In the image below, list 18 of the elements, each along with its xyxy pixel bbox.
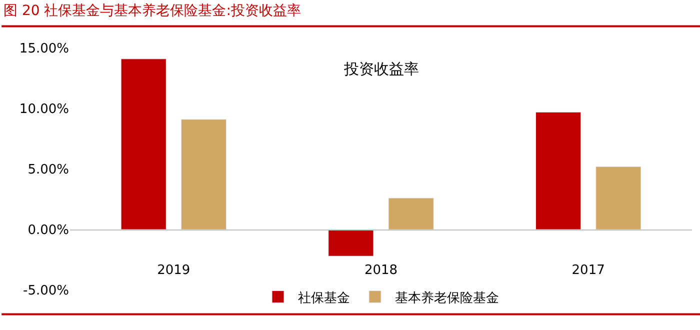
y-tick-label: 0.00%	[28, 223, 69, 238]
y-tick-label: 15.00%	[19, 42, 69, 57]
bar	[328, 229, 374, 256]
y-tick-label: -5.00%	[23, 284, 69, 299]
y-tick-label: 5.00%	[28, 162, 69, 178]
bar	[388, 198, 434, 230]
x-tick-label: 2019	[157, 263, 190, 278]
x-tick-label: 2017	[572, 263, 605, 278]
y-tick-label: 10.00%	[19, 102, 69, 118]
chart-title: 图 20 社保基金与基本养老保险基金:投资收益率	[4, 2, 301, 19]
legend-label: 基本养老保险基金	[395, 290, 499, 306]
bar	[535, 112, 582, 230]
x-tick-label: 2018	[364, 263, 398, 278]
text: 投资收益率	[343, 60, 419, 78]
bar	[120, 58, 166, 230]
legend-label: 社保基金	[298, 290, 350, 306]
bar	[596, 166, 642, 230]
bar	[180, 119, 227, 230]
